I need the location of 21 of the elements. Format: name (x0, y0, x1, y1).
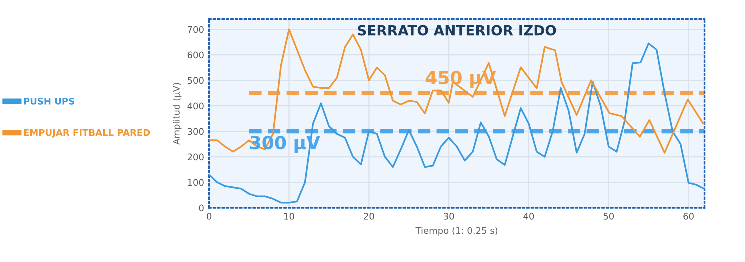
chart-title: SERRATO ANTERIOR IZDO (358, 25, 556, 36)
x-tick-label: 20 (364, 213, 374, 220)
y-tick-label: 600 (188, 52, 204, 59)
x-tick-label: 40 (524, 213, 534, 220)
y-tick-label: 200 (188, 154, 204, 161)
x-tick-label: 50 (604, 213, 614, 220)
legend-label: PUSH UPS (24, 98, 74, 105)
x-axis-title: Tiempo (1: 0.25 s) (416, 227, 498, 236)
x-tick-label: 10 (284, 213, 294, 220)
x-tick-label: 60 (684, 213, 694, 220)
line-series (209, 42, 705, 204)
y-tick-label: 0 (199, 204, 204, 212)
y-tick-label: 400 (188, 102, 204, 110)
x-tick-label: 0 (207, 213, 212, 220)
x-tick-label: 30 (444, 213, 454, 220)
y-tick-label: 300 (188, 128, 204, 136)
y-axis-title: Amplitud (µV) (172, 83, 182, 145)
legend-label: EMPUJAR FITBALL PARED (24, 129, 150, 138)
y-tick-label: 100 (188, 179, 204, 186)
y-tick-label: 700 (188, 26, 204, 34)
y-tick-label: 500 (188, 77, 204, 84)
